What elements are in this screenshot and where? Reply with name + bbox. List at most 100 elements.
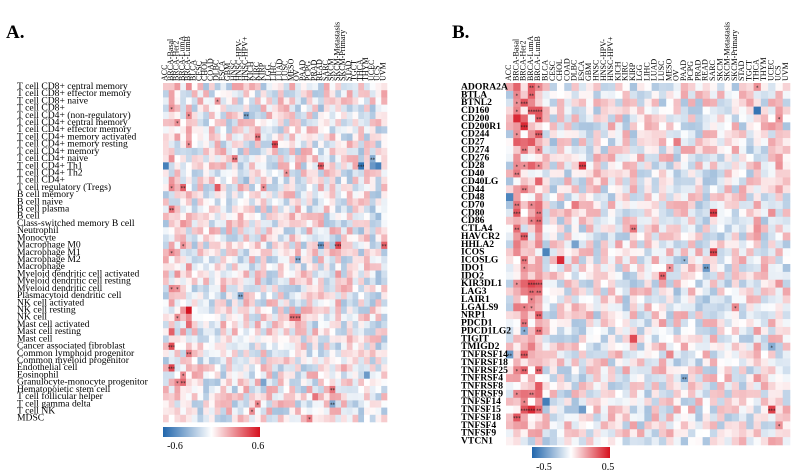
heatmap-cell xyxy=(260,155,267,163)
heatmap-cell xyxy=(208,90,215,98)
heatmap-cell xyxy=(513,122,521,131)
heatmap-cell xyxy=(775,138,784,147)
heatmap-cell xyxy=(197,212,204,221)
heatmap-cell xyxy=(607,397,616,406)
heatmap-cell xyxy=(191,83,198,91)
heatmap-cell xyxy=(341,234,348,242)
heatmap-cell xyxy=(277,256,284,264)
heatmap-cell xyxy=(346,256,353,264)
heatmap-cell xyxy=(717,437,725,446)
heatmap-cell xyxy=(520,153,529,162)
heatmap-cell xyxy=(556,130,565,139)
heatmap-cell xyxy=(739,319,747,328)
heatmap-cell xyxy=(214,371,221,380)
significance-mark: *** xyxy=(334,244,342,250)
heatmap-cell xyxy=(666,421,674,430)
heatmap-cell xyxy=(775,421,784,430)
heatmap-cell xyxy=(520,271,529,281)
heatmap-cell xyxy=(243,205,250,214)
heatmap-cell xyxy=(629,106,638,115)
heatmap-cell xyxy=(381,97,388,105)
heatmap-cell xyxy=(283,378,290,387)
heatmap-cell xyxy=(369,126,376,134)
heatmap-cell xyxy=(586,421,594,430)
heatmap-cell xyxy=(369,104,376,113)
heatmap-cell xyxy=(746,248,754,257)
heatmap-cell xyxy=(226,248,233,257)
heatmap-cell xyxy=(666,437,674,446)
heatmap-cell xyxy=(666,106,674,115)
heatmap-cell xyxy=(739,429,747,438)
heatmap-cell xyxy=(731,216,740,225)
row-label: T cell gamma delta xyxy=(17,398,91,409)
heatmap-cell xyxy=(629,421,638,430)
heatmap-cell xyxy=(335,313,342,322)
heatmap-cell xyxy=(644,437,652,446)
heatmap-cell xyxy=(607,106,616,115)
heatmap-cell xyxy=(753,264,762,273)
heatmap-cell xyxy=(358,306,365,315)
heatmap-cell xyxy=(607,413,616,422)
heatmap-cell xyxy=(593,421,601,430)
heatmap-cell xyxy=(702,90,711,100)
heatmap-cell xyxy=(329,111,336,120)
heatmap-cell xyxy=(593,232,601,241)
heatmap-cell xyxy=(622,271,631,281)
heatmap-cell xyxy=(760,153,769,162)
heatmap-cell xyxy=(191,335,198,343)
heatmap-cell xyxy=(622,98,631,107)
heatmap-cell xyxy=(542,326,550,336)
heatmap-cell xyxy=(731,342,740,351)
heatmap-cell xyxy=(318,220,325,228)
heatmap-cell xyxy=(323,220,330,228)
heatmap-cell xyxy=(191,270,198,279)
heatmap-cell xyxy=(323,349,330,358)
heatmap-cell xyxy=(226,284,233,293)
column-label: OV xyxy=(292,69,301,81)
heatmap-cell xyxy=(335,414,342,423)
heatmap-cell xyxy=(369,400,376,408)
column-label: UCS xyxy=(373,65,382,81)
heatmap-cell xyxy=(260,140,267,149)
heatmap-cell xyxy=(724,279,733,288)
heatmap-cell xyxy=(527,193,536,202)
heatmap-cell xyxy=(249,349,256,358)
heatmap-cell xyxy=(254,378,261,387)
heatmap-cell xyxy=(191,234,198,242)
heatmap-cell xyxy=(272,342,279,351)
heatmap-cell xyxy=(214,342,221,351)
heatmap-cell xyxy=(782,208,791,218)
heatmap-cell xyxy=(658,421,667,430)
heatmap-cell xyxy=(180,97,187,105)
heatmap-cell xyxy=(289,342,296,351)
heatmap-cell xyxy=(527,122,536,131)
row-label: Macrophage M2 xyxy=(17,254,81,265)
heatmap-cell xyxy=(174,155,181,163)
heatmap-cell xyxy=(622,177,631,186)
heatmap-cell xyxy=(369,155,376,163)
heatmap-cell xyxy=(680,437,689,446)
heatmap-cell xyxy=(185,313,193,322)
heatmap-cell xyxy=(702,287,711,296)
heatmap-cell xyxy=(629,437,638,446)
heatmap-cell xyxy=(318,342,325,351)
heatmap-cell xyxy=(341,205,348,214)
heatmap-cell xyxy=(283,414,290,423)
heatmap-cell xyxy=(717,350,725,359)
heatmap-cell xyxy=(168,414,175,423)
heatmap-cell xyxy=(226,313,233,322)
heatmap-cell xyxy=(564,413,572,422)
significance-mark: * xyxy=(262,186,265,192)
row-label: NK cell resting xyxy=(17,305,76,316)
heatmap-cell xyxy=(593,350,601,359)
heatmap-cell xyxy=(564,216,572,225)
heatmap-cell xyxy=(556,389,565,399)
heatmap-cell xyxy=(231,162,238,170)
heatmap-cell xyxy=(323,162,330,170)
heatmap-cell xyxy=(375,393,382,401)
heatmap-cell xyxy=(753,311,762,320)
heatmap-cell xyxy=(527,90,536,100)
row-label: Macrophage M0 xyxy=(17,240,81,251)
heatmap-cell xyxy=(760,374,769,383)
heatmap-cell xyxy=(731,366,740,375)
